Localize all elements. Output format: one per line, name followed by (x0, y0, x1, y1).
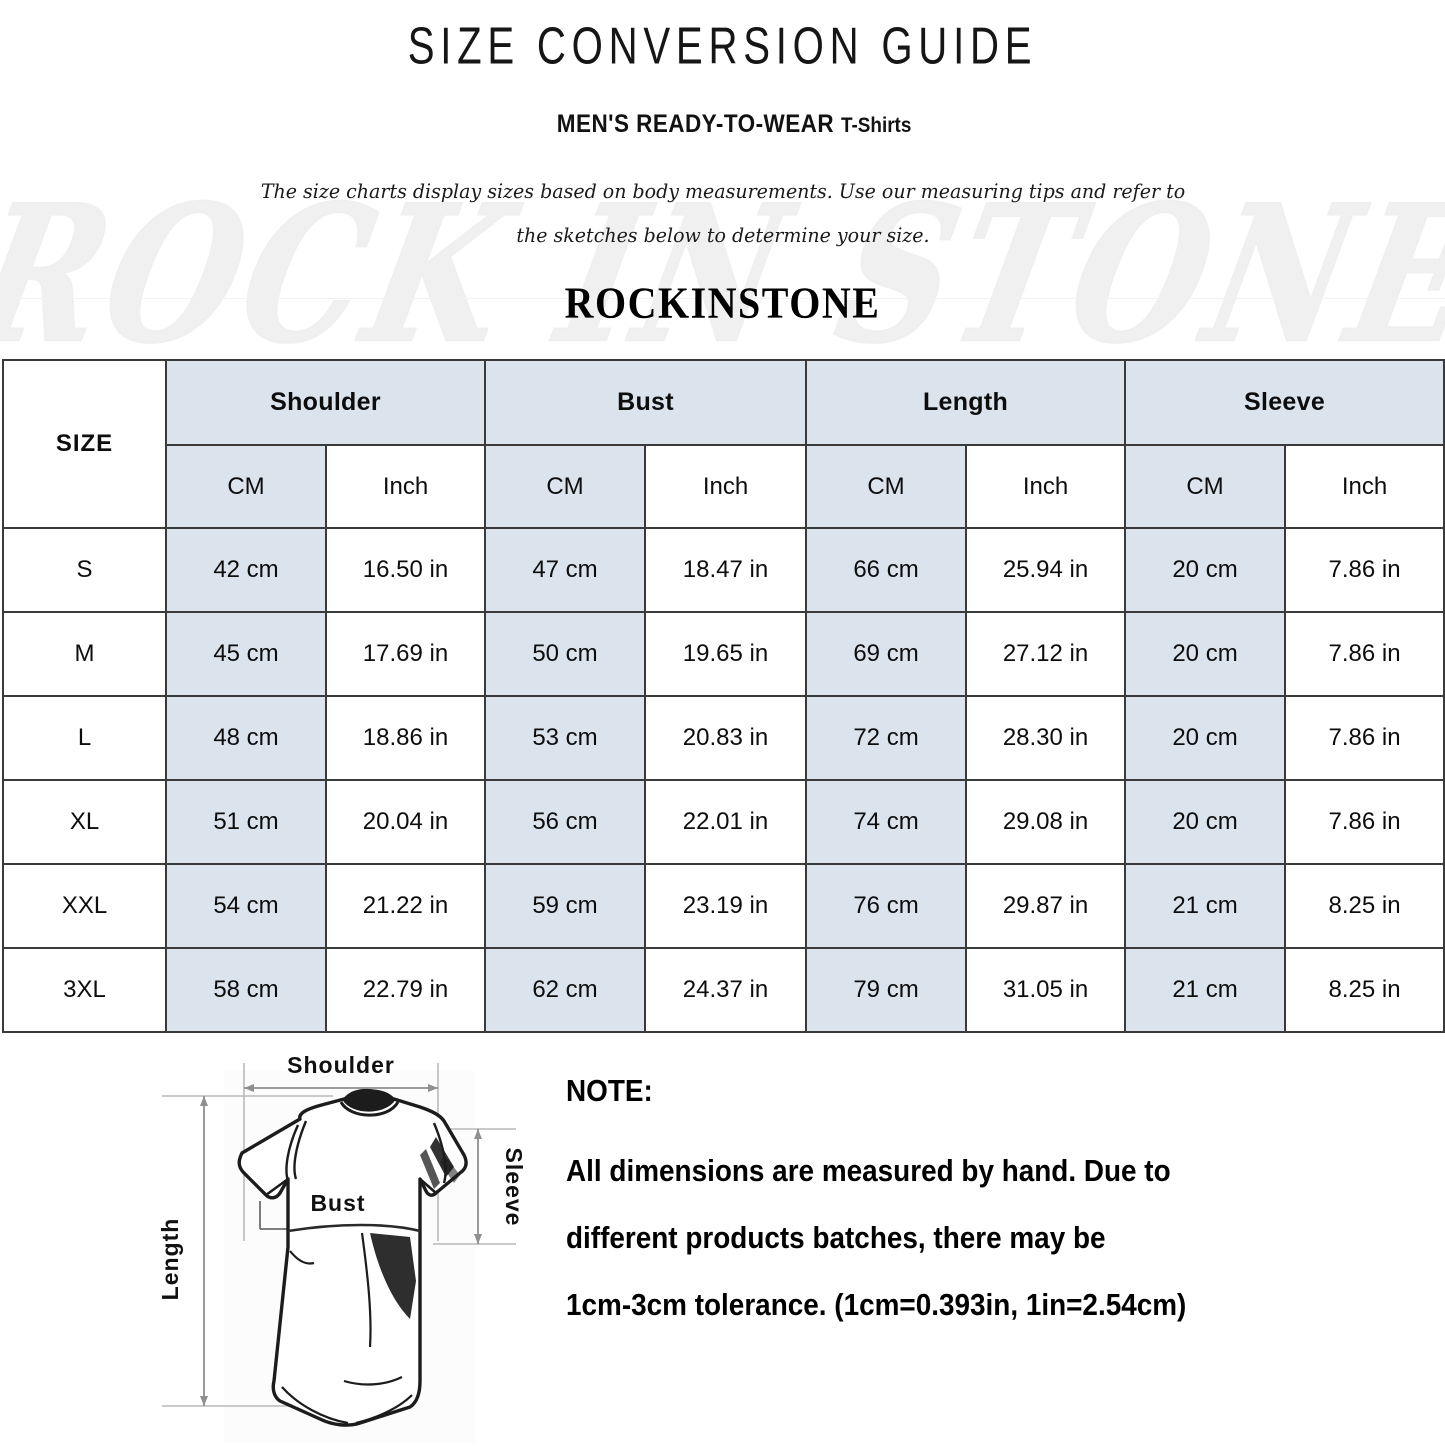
brand-name: ROCKINSTONE (564, 277, 881, 328)
table-row: M 45 cm 17.69 in 50 cm 19.65 in 69 cm 27… (2, 611, 1445, 697)
cell-bust-cm: 59 cm (484, 863, 646, 949)
cell-bust-cm: 62 cm (484, 947, 646, 1033)
cell-length-inch: 25.94 in (965, 527, 1127, 613)
cell-shoulder-inch: 17.69 in (325, 611, 486, 697)
cell-bust-cm: 53 cm (484, 695, 646, 781)
unit-sleeve-cm: CM (1124, 444, 1287, 529)
row-size-label: S (2, 527, 167, 613)
description-line-1: The size charts display sizes based on b… (260, 179, 1185, 247)
unit-length-inch: Inch (965, 444, 1127, 529)
note-title: NOTE: (566, 1073, 653, 1108)
header-group-bust: Bust (483, 359, 808, 446)
unit-shoulder-cm: CM (165, 444, 327, 529)
row-size-label: XXL (2, 863, 167, 949)
cell-sleeve-cm: 21 cm (1124, 863, 1287, 949)
cell-sleeve-cm: 20 cm (1124, 611, 1287, 697)
cell-sleeve-inch: 7.86 in (1284, 695, 1445, 781)
cell-bust-inch: 23.19 in (643, 863, 808, 949)
header-group-sleeve: Sleeve (1124, 359, 1445, 446)
cell-bust-cm: 47 cm (484, 527, 646, 613)
note-line-2: different products batches, there may be (566, 1220, 1106, 1255)
cell-bust-inch: 20.83 in (643, 695, 808, 781)
table-unit-header-row: CM Inch CM Inch CM Inch CM Inch (3, 444, 1445, 529)
watermark-divider-line (0, 298, 1445, 299)
figure-label-shoulder: Shoulder (287, 1052, 395, 1078)
tshirt-measurement-diagram: Shoulder Bust Sleeve Length (148, 1051, 548, 1443)
cell-bust-inch: 24.37 in (643, 947, 808, 1033)
figure-label-bust: Bust (310, 1190, 365, 1216)
cell-shoulder-inch: 22.79 in (325, 947, 486, 1033)
cell-sleeve-inch: 7.86 in (1284, 527, 1445, 613)
cell-bust-inch: 18.47 in (643, 527, 808, 613)
cell-length-cm: 72 cm (805, 695, 968, 781)
cell-length-cm: 66 cm (805, 527, 968, 613)
table-group-header-row: SIZE Shoulder Bust Length Sleeve (2, 359, 1445, 529)
table-row: 3XL 58 cm 22.79 in 62 cm 24.37 in 79 cm … (2, 947, 1445, 1033)
unit-bust-cm: CM (484, 444, 646, 529)
cell-length-inch: 31.05 in (965, 947, 1127, 1033)
cell-length-cm: 79 cm (805, 947, 968, 1033)
cell-sleeve-inch: 7.86 in (1284, 779, 1445, 865)
header-group-length: Length (805, 359, 1127, 446)
cell-sleeve-cm: 20 cm (1124, 695, 1287, 781)
table-row: XL 51 cm 20.04 in 56 cm 22.01 in 74 cm 2… (2, 779, 1445, 865)
figure-label-sleeve: Sleeve (501, 1148, 527, 1227)
size-conversion-table: SIZE Shoulder Bust Length Sleeve CM Inch… (2, 359, 1445, 1033)
subtitle-row: MEN'S READY-TO-WEAR T-Shirts (0, 110, 1445, 139)
cell-length-cm: 74 cm (805, 779, 968, 865)
row-size-label: M (2, 611, 167, 697)
cell-shoulder-cm: 45 cm (165, 611, 327, 697)
cell-length-inch: 28.30 in (965, 695, 1127, 781)
figure-label-length: Length (157, 1218, 183, 1301)
cell-sleeve-inch: 7.86 in (1284, 611, 1445, 697)
description-text: The size charts display sizes based on b… (248, 169, 1198, 257)
cell-bust-cm: 50 cm (484, 611, 646, 697)
bottom-section: Shoulder Bust Sleeve Length NOTE: All di… (0, 1051, 1445, 1446)
row-size-label: 3XL (2, 947, 167, 1033)
page-title: SIZE CONVERSION GUIDE (407, 18, 1038, 76)
cell-bust-inch: 22.01 in (643, 779, 808, 865)
row-size-label: XL (2, 779, 167, 865)
unit-bust-inch: Inch (643, 444, 808, 529)
unit-shoulder-inch: Inch (325, 444, 486, 529)
cell-sleeve-inch: 8.25 in (1284, 947, 1445, 1033)
cell-shoulder-inch: 21.22 in (325, 863, 486, 949)
cell-shoulder-cm: 48 cm (165, 695, 327, 781)
cell-length-cm: 76 cm (805, 863, 968, 949)
note-line-1: All dimensions are measured by hand. Due… (566, 1153, 1171, 1188)
table-row: S 42 cm 16.50 in 47 cm 18.47 in 66 cm 25… (2, 527, 1445, 613)
cell-sleeve-cm: 20 cm (1124, 527, 1287, 613)
cell-sleeve-inch: 8.25 in (1284, 863, 1445, 949)
unit-length-cm: CM (805, 444, 968, 529)
cell-shoulder-cm: 54 cm (165, 863, 327, 949)
note-line-3: 1cm-3cm tolerance. (1cm=0.393in, 1in=2.5… (566, 1287, 1187, 1322)
cell-shoulder-cm: 51 cm (165, 779, 327, 865)
size-table-container: SIZE Shoulder Bust Length Sleeve CM Inch… (2, 359, 1445, 1033)
description-line-2: below to determine your size. (643, 223, 930, 247)
row-size-label: L (2, 695, 167, 781)
cell-shoulder-cm: 42 cm (165, 527, 327, 613)
note-block: NOTE: All dimensions are measured by han… (566, 1073, 1396, 1338)
cell-sleeve-cm: 21 cm (1124, 947, 1287, 1033)
cell-bust-inch: 19.65 in (643, 611, 808, 697)
table-row: L 48 cm 18.86 in 53 cm 20.83 in 72 cm 28… (2, 695, 1445, 781)
cell-length-cm: 69 cm (805, 611, 968, 697)
cell-length-inch: 29.08 in (965, 779, 1127, 865)
table-row: XXL 54 cm 21.22 in 59 cm 23.19 in 76 cm … (2, 863, 1445, 949)
cell-length-inch: 27.12 in (965, 611, 1127, 697)
subtitle-category: MEN'S READY-TO-WEAR (556, 110, 834, 138)
cell-shoulder-inch: 20.04 in (325, 779, 486, 865)
header-group-shoulder: Shoulder (165, 359, 486, 446)
header-size: SIZE (2, 359, 167, 529)
cell-shoulder-inch: 16.50 in (325, 527, 486, 613)
cell-length-inch: 29.87 in (965, 863, 1127, 949)
unit-sleeve-inch: Inch (1284, 444, 1445, 529)
cell-bust-cm: 56 cm (484, 779, 646, 865)
cell-sleeve-cm: 20 cm (1124, 779, 1287, 865)
tshirt-diagram-icon: Shoulder Bust Sleeve Length (148, 1051, 548, 1443)
subtitle-product: T-Shirts (840, 114, 912, 137)
cell-shoulder-inch: 18.86 in (325, 695, 486, 781)
cell-shoulder-cm: 58 cm (165, 947, 327, 1033)
